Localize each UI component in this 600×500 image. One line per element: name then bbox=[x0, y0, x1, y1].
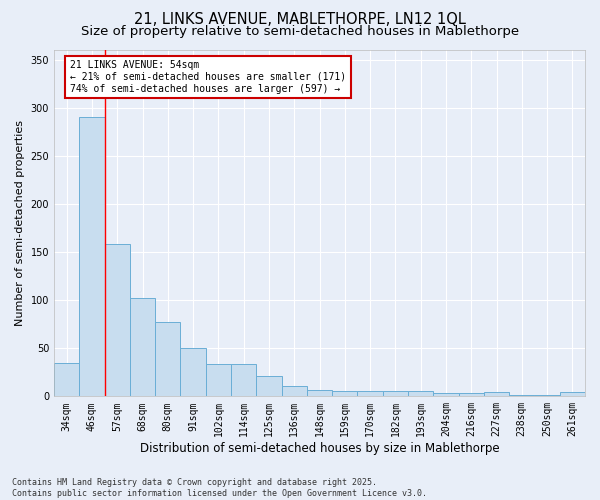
Text: 21, LINKS AVENUE, MABLETHORPE, LN12 1QL: 21, LINKS AVENUE, MABLETHORPE, LN12 1QL bbox=[134, 12, 466, 28]
Bar bbox=[104, 244, 130, 396]
Bar bbox=[433, 394, 458, 396]
Bar bbox=[256, 376, 281, 396]
Bar bbox=[206, 364, 231, 396]
Bar bbox=[307, 390, 332, 396]
Y-axis label: Number of semi-detached properties: Number of semi-detached properties bbox=[15, 120, 25, 326]
Bar bbox=[281, 386, 307, 396]
Bar bbox=[181, 348, 206, 397]
Bar bbox=[408, 390, 433, 396]
Text: Contains HM Land Registry data © Crown copyright and database right 2025.
Contai: Contains HM Land Registry data © Crown c… bbox=[12, 478, 427, 498]
Bar bbox=[231, 364, 256, 396]
Bar bbox=[458, 394, 484, 396]
Bar bbox=[383, 390, 408, 396]
Text: 21 LINKS AVENUE: 54sqm
← 21% of semi-detached houses are smaller (171)
74% of se: 21 LINKS AVENUE: 54sqm ← 21% of semi-det… bbox=[70, 60, 346, 94]
Bar bbox=[560, 392, 585, 396]
X-axis label: Distribution of semi-detached houses by size in Mablethorpe: Distribution of semi-detached houses by … bbox=[140, 442, 499, 455]
Bar bbox=[332, 390, 358, 396]
Bar bbox=[54, 362, 79, 396]
Bar bbox=[358, 390, 383, 396]
Bar bbox=[155, 322, 181, 396]
Bar bbox=[130, 298, 155, 396]
Bar bbox=[484, 392, 509, 396]
Bar bbox=[79, 118, 104, 396]
Text: Size of property relative to semi-detached houses in Mablethorpe: Size of property relative to semi-detach… bbox=[81, 25, 519, 38]
